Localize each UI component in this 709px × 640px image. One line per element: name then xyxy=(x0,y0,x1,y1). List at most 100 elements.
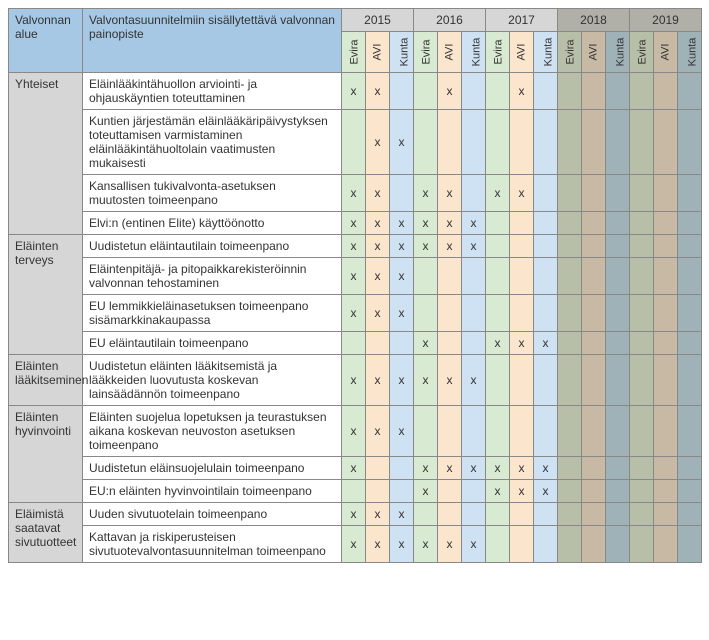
mark-cell xyxy=(390,457,414,480)
mark-cell xyxy=(534,212,558,235)
header-sub: Kunta xyxy=(678,32,702,73)
mark-cell xyxy=(582,480,606,503)
mark-cell: x xyxy=(438,457,462,480)
area-cell: Eläinten terveys xyxy=(9,235,83,355)
mark-cell: x xyxy=(390,235,414,258)
mark-cell: x xyxy=(342,406,366,457)
mark-cell: x xyxy=(414,457,438,480)
mark-cell xyxy=(462,110,486,175)
mark-cell xyxy=(414,73,438,110)
mark-cell xyxy=(342,480,366,503)
mark-cell xyxy=(582,258,606,295)
mark-cell xyxy=(558,175,582,212)
mark-cell: x xyxy=(462,355,486,406)
desc-cell: EU lemmikkieläinasetuksen toimeenpano si… xyxy=(83,295,342,332)
mark-cell xyxy=(606,355,630,406)
mark-cell xyxy=(654,73,678,110)
mark-cell xyxy=(678,258,702,295)
mark-cell xyxy=(582,235,606,258)
mark-cell: x xyxy=(414,212,438,235)
mark-cell: x xyxy=(366,526,390,563)
mark-cell xyxy=(486,526,510,563)
mark-cell: x xyxy=(462,235,486,258)
mark-cell xyxy=(486,73,510,110)
mark-cell: x xyxy=(414,526,438,563)
mark-cell xyxy=(486,235,510,258)
mark-cell xyxy=(366,480,390,503)
area-cell: Eläimistä saatavat sivutuotteet xyxy=(9,503,83,563)
mark-cell xyxy=(630,295,654,332)
mark-cell xyxy=(606,526,630,563)
mark-cell xyxy=(630,175,654,212)
mark-cell xyxy=(654,235,678,258)
mark-cell: x xyxy=(342,295,366,332)
mark-cell xyxy=(678,406,702,457)
mark-cell xyxy=(606,175,630,212)
mark-cell xyxy=(630,110,654,175)
mark-cell: x xyxy=(414,480,438,503)
desc-cell: Uudistetun eläinten lääkitsemistä ja lää… xyxy=(83,355,342,406)
mark-cell xyxy=(390,480,414,503)
desc-cell: Uudistetun eläinsuojelulain toimeenpano xyxy=(83,457,342,480)
header-year: 2019 xyxy=(630,9,702,32)
mark-cell: x xyxy=(342,526,366,563)
desc-cell: Eläinlääkintähuollon arviointi- ja ohjau… xyxy=(83,73,342,110)
mark-cell xyxy=(678,212,702,235)
mark-cell xyxy=(414,110,438,175)
mark-cell xyxy=(606,258,630,295)
mark-cell: x xyxy=(438,73,462,110)
mark-cell xyxy=(510,212,534,235)
mark-cell: x xyxy=(510,332,534,355)
mark-cell xyxy=(438,258,462,295)
mark-cell xyxy=(606,457,630,480)
mark-cell: x xyxy=(486,332,510,355)
mark-cell: x xyxy=(366,406,390,457)
mark-cell xyxy=(582,406,606,457)
mark-cell: x xyxy=(366,258,390,295)
mark-cell xyxy=(630,457,654,480)
area-cell: Eläinten lääkitseminen xyxy=(9,355,83,406)
mark-cell xyxy=(534,503,558,526)
mark-cell xyxy=(654,212,678,235)
mark-cell: x xyxy=(486,480,510,503)
mark-cell: x xyxy=(366,175,390,212)
mark-cell xyxy=(654,480,678,503)
mark-cell: x xyxy=(390,503,414,526)
mark-cell: x xyxy=(366,73,390,110)
mark-cell: x xyxy=(510,480,534,503)
desc-cell: Kuntien järjestämän eläinlääkäripäivysty… xyxy=(83,110,342,175)
mark-cell: x xyxy=(438,235,462,258)
mark-cell xyxy=(414,406,438,457)
mark-cell xyxy=(630,258,654,295)
mark-cell: x xyxy=(366,355,390,406)
mark-cell xyxy=(462,175,486,212)
mark-cell xyxy=(510,526,534,563)
mark-cell xyxy=(630,406,654,457)
mark-cell xyxy=(510,235,534,258)
mark-cell xyxy=(462,295,486,332)
mark-cell: x xyxy=(366,235,390,258)
mark-cell xyxy=(486,110,510,175)
mark-cell xyxy=(486,355,510,406)
mark-cell xyxy=(558,235,582,258)
mark-cell xyxy=(678,73,702,110)
mark-cell: x xyxy=(462,457,486,480)
mark-cell xyxy=(654,175,678,212)
mark-cell xyxy=(606,480,630,503)
desc-cell: Eläinten suojelua lopetuksen ja teurastu… xyxy=(83,406,342,457)
mark-cell xyxy=(534,295,558,332)
mark-cell xyxy=(630,355,654,406)
mark-cell xyxy=(534,526,558,563)
mark-cell xyxy=(558,480,582,503)
mark-cell xyxy=(558,212,582,235)
mark-cell xyxy=(390,175,414,212)
mark-cell: x xyxy=(438,355,462,406)
mark-cell xyxy=(438,406,462,457)
mark-cell xyxy=(414,258,438,295)
mark-cell xyxy=(558,332,582,355)
mark-cell xyxy=(558,258,582,295)
desc-cell: EU eläintautilain toimeenpano xyxy=(83,332,342,355)
mark-cell xyxy=(582,295,606,332)
mark-cell: x xyxy=(462,212,486,235)
mark-cell xyxy=(678,235,702,258)
